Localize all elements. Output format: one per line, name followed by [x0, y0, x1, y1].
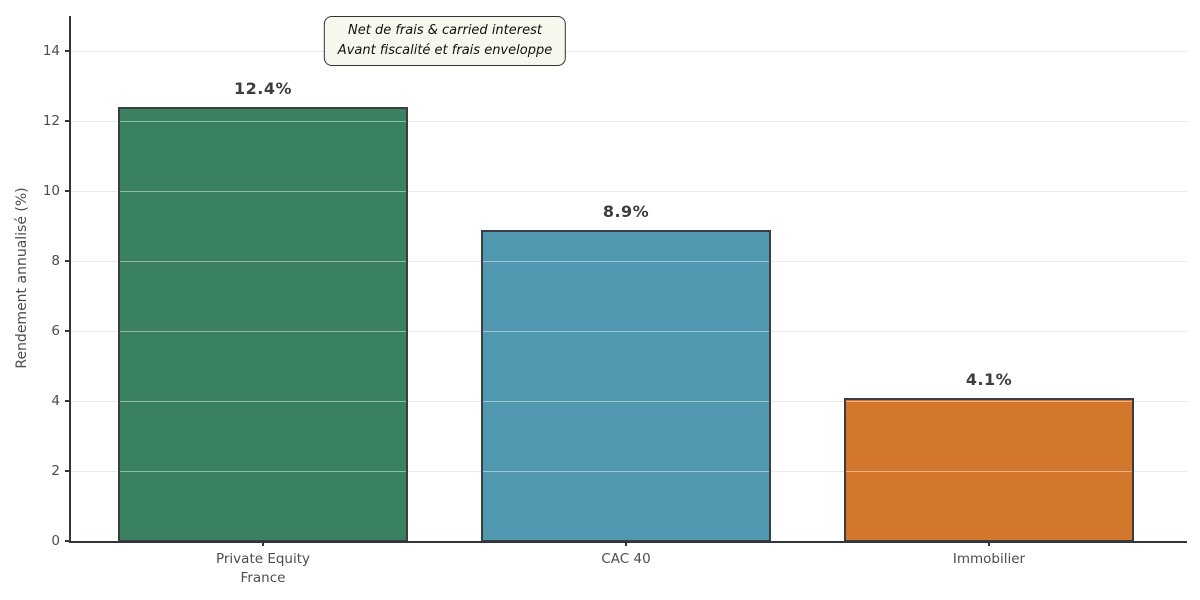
bar-gridline-overlay	[483, 261, 769, 262]
bar-gridline-overlay	[483, 471, 769, 472]
bar-gridline-overlay	[120, 471, 406, 472]
y-tick-mark-14	[65, 50, 70, 52]
bar-gridline-overlay	[483, 401, 769, 402]
gridline-y12	[70, 121, 1187, 122]
y-tick-label-10: 10	[42, 183, 60, 199]
bar-2	[481, 229, 771, 542]
bar-gridline-overlay	[120, 331, 406, 332]
bar-3	[844, 397, 1134, 542]
value-label-1: 12.4%	[233, 79, 293, 98]
bar-gridline-overlay	[120, 191, 406, 192]
annotation-box: Net de frais & carried interest Avant fi…	[323, 16, 567, 67]
annotation-line-2: Avant fiscalité et frais enveloppe	[337, 43, 553, 59]
y-axis-line	[69, 16, 71, 543]
annotation-line-1: Net de frais & carried interest	[348, 23, 542, 38]
bar-1	[118, 107, 408, 542]
y-tick-mark-2	[65, 470, 70, 472]
y-tick-label-14: 14	[42, 43, 60, 59]
value-label-3: 4.1%	[965, 369, 1013, 389]
bar-gridline-overlay	[846, 401, 1132, 402]
y-tick-mark-0	[65, 540, 70, 542]
y-tick-label-2: 2	[51, 463, 60, 479]
bar-gridline-overlay	[846, 471, 1132, 472]
y-tick-mark-12	[65, 120, 70, 122]
x-tick-mark-3	[988, 541, 990, 546]
x-tick-label-1: Private Equity France	[215, 551, 311, 586]
x-tick-mark-1	[262, 541, 264, 546]
value-label-2: 8.9%	[602, 201, 650, 221]
x-tick-label-2: CAC 40	[601, 551, 651, 567]
y-tick-mark-4	[65, 400, 70, 402]
y-tick-mark-10	[65, 190, 70, 192]
y-axis-title: Rendement annualisé (%)	[14, 187, 30, 369]
y-tick-mark-8	[65, 260, 70, 262]
y-tick-label-12: 12	[42, 113, 60, 129]
y-tick-label-4: 4	[51, 393, 60, 409]
y-tick-label-0: 0	[51, 533, 60, 549]
gridline-y14	[70, 51, 1187, 52]
x-tick-label-3: Immobilier	[952, 551, 1026, 567]
bar-gridline-overlay	[120, 401, 406, 402]
bar-gridline-overlay	[483, 331, 769, 332]
gridline-y10	[70, 191, 1187, 192]
y-tick-mark-6	[65, 330, 70, 332]
bar-gridline-overlay	[120, 121, 406, 122]
y-tick-label-8: 8	[51, 253, 60, 269]
x-axis-line	[69, 541, 1187, 543]
bar-gridline-overlay	[120, 261, 406, 262]
y-tick-label-6: 6	[51, 323, 60, 339]
x-tick-mark-2	[625, 541, 627, 546]
